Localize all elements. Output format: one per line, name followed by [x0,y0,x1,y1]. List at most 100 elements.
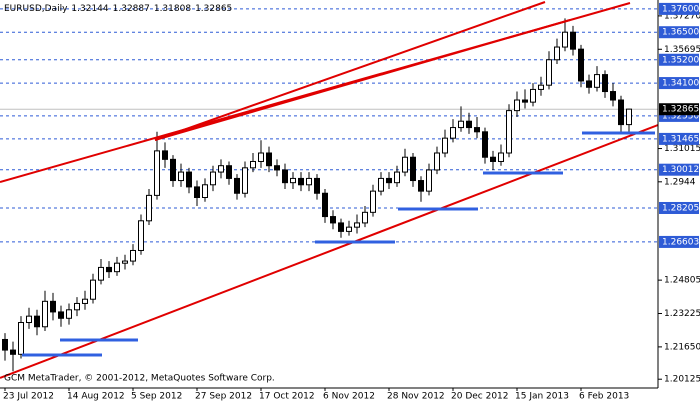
candle-body [26,315,32,324]
support-segments [22,131,655,357]
y-tick-label: 1.35695 [664,45,700,55]
candle-body [162,150,168,160]
candle-body [138,220,144,251]
candle-body [378,177,384,192]
candle-body [194,186,200,198]
header-text: 1.32144 [71,4,108,14]
candle-body [434,152,440,171]
candle-body [82,298,88,304]
y-tick-label: 1.23225 [664,309,700,319]
level-label-box [659,235,699,248]
candle-body [418,180,424,192]
candle-body [450,127,456,139]
y-tick-label: 1.21650 [664,342,700,352]
candle-body [442,137,448,154]
trend-lines [0,1,659,379]
level-label: 1.36500 [662,28,699,38]
candle-body [178,171,184,182]
candle-body [250,160,256,169]
level-label: 1.37600 [662,4,699,14]
candle-body [74,302,80,311]
candle-body [594,74,600,88]
candle-body [106,266,112,273]
candle-body [490,156,496,162]
candle-body [34,315,40,328]
trend-line [0,124,659,379]
y-tick-label: 1.2944 [664,177,696,187]
candle-body [170,158,176,182]
x-tick-label: 6 Feb 2013 [579,392,629,402]
candle-body [42,300,48,328]
candle-body [498,152,504,162]
header-text: 1.31808 [154,4,191,14]
candle-body [586,80,592,88]
x-tick-label: 15 Jan 2013 [515,392,569,402]
level-label: 1.34100 [662,79,699,89]
header: EURUSD,Daily 1.32144 1.32887 1.31808 1.32865 [4,4,232,14]
candle-body [618,99,624,126]
level-label-box [659,201,699,214]
candle-body [522,99,528,103]
candle-body [210,171,216,186]
candle-body [258,152,264,162]
level-label: 1.30012 [662,165,699,175]
candle-body [570,31,576,50]
level-label-box [659,26,699,39]
candle-body [338,222,344,232]
x-tick-label: 5 Sep 2012 [131,392,182,402]
candle-body [354,222,360,228]
x-tick-label: 17 Oct 2012 [259,392,315,402]
candle-body [426,169,432,192]
level-label-box [659,163,699,176]
candle-body [330,216,336,224]
candle-body [146,194,152,222]
copyright: GCM MetaTrader, © 2001-2012, MetaQuotes … [4,374,275,384]
candle-body [394,171,400,184]
candle-body [50,300,56,313]
x-tick-label: 27 Sep 2012 [195,392,252,402]
candle-body [234,177,240,194]
candle-body [482,131,488,158]
y-tick-label: 1.20125 [664,375,700,385]
header-text: 1.32865 [195,4,232,14]
candle-body [346,226,352,232]
candle-body [226,165,232,179]
candle-body [530,88,536,103]
candle-body [458,120,464,129]
candle-body [370,190,376,213]
candle-body [122,260,128,264]
candle-body [474,127,480,133]
candle-body [90,279,96,300]
candle-body [466,120,472,129]
header-text: EURUSD,Daily [4,4,68,14]
candle-body [314,177,320,194]
candle-body [578,48,584,82]
candle-body [2,338,8,351]
y-tick-label: 1.37270 [664,11,700,21]
candle-body [58,311,64,319]
x-tick-label: 28 Nov 2012 [387,392,445,402]
candle-body [610,91,616,101]
candle-body [202,184,208,198]
candle-body [538,84,544,90]
candle-body [402,156,408,173]
candle-body [130,249,136,262]
candle-body [562,31,568,48]
y-tick-label: 1.31015 [664,144,700,154]
y-tick-label: 1.24805 [664,276,700,286]
candle-body [218,165,224,173]
trend-line [154,19,571,141]
x-tick-label: 6 Nov 2012 [323,392,375,402]
price-label-box [659,103,699,116]
level-label: 1.32550 [662,111,699,121]
candle-body [514,99,520,112]
candle-body [290,177,296,184]
candle-body [114,262,120,273]
candle-body [362,211,368,224]
candle-body [282,169,288,184]
candle-body [186,171,192,188]
x-tick-label: 23 Jul 2012 [3,392,54,402]
level-label-box [659,2,699,15]
axis-layer: 1.37270 1.35695 1.31015 1.2944 1.24805 1.2322… [3,2,700,402]
